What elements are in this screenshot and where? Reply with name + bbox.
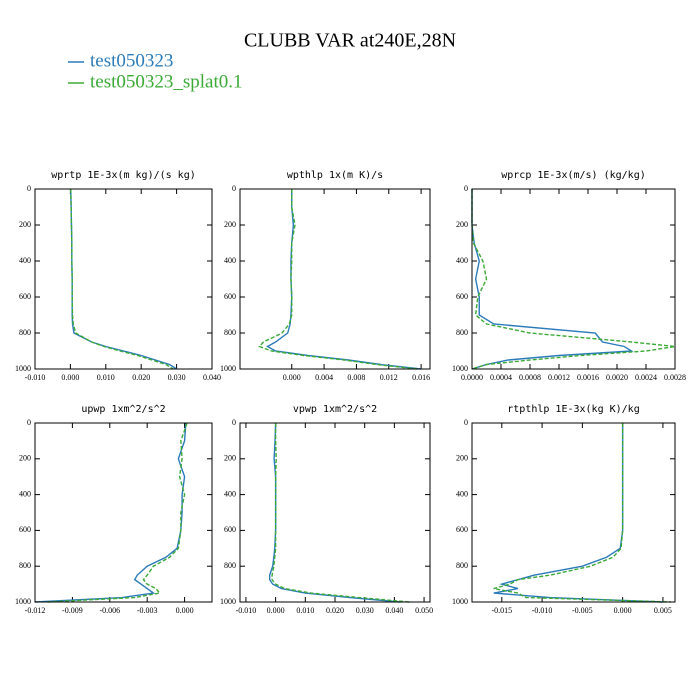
x-tick-label: -0.009 bbox=[62, 606, 83, 615]
y-tick-label: 0 bbox=[27, 418, 31, 427]
y-tick-label: 600 bbox=[456, 292, 468, 301]
y-tick-label: 200 bbox=[19, 454, 31, 463]
y-tick-label: 800 bbox=[19, 561, 31, 570]
panel-title: upwp 1xm^2/s^2 bbox=[81, 404, 165, 415]
profile-line bbox=[268, 422, 401, 603]
x-tick-label: -0.003 bbox=[137, 606, 158, 615]
figure-title: CLUBB VAR at240E,28N bbox=[244, 30, 456, 52]
x-tick-label: 0.000 bbox=[614, 606, 632, 615]
y-tick-label: 0 bbox=[232, 418, 236, 427]
y-tick-label: 0 bbox=[27, 184, 31, 193]
x-tick-label: -0.010 bbox=[236, 606, 257, 615]
x-tick-label: -0.006 bbox=[99, 606, 120, 615]
profile-line bbox=[34, 422, 187, 603]
x-tick-label: -0.010 bbox=[25, 373, 46, 382]
plot-frame bbox=[471, 422, 676, 603]
y-tick-label: 200 bbox=[456, 220, 468, 229]
panel-title: vpwp 1xm^2/s^2 bbox=[293, 404, 377, 415]
y-tick-label: 400 bbox=[19, 256, 31, 265]
profile-line bbox=[471, 189, 634, 370]
x-tick-label: 0.010 bbox=[97, 373, 115, 382]
legend-label: test050323 bbox=[90, 50, 173, 71]
x-tick-label: -0.005 bbox=[572, 606, 593, 615]
x-tick-label: -0.015 bbox=[491, 606, 512, 615]
x-tick-label: 0.0016 bbox=[577, 373, 599, 382]
y-tick-label: 600 bbox=[224, 292, 236, 301]
y-tick-label: 600 bbox=[456, 525, 468, 534]
profile-line bbox=[271, 423, 410, 603]
x-tick-label: 0.0028 bbox=[664, 373, 686, 382]
y-tick-label: 400 bbox=[19, 489, 31, 498]
y-tick-label: 800 bbox=[19, 328, 31, 337]
y-tick-label: 0 bbox=[232, 184, 236, 193]
profile-line bbox=[493, 423, 671, 603]
plot-frame bbox=[239, 188, 431, 370]
x-tick-label: 0.040 bbox=[385, 606, 403, 615]
x-tick-label: 0.016 bbox=[412, 373, 430, 382]
profile-line bbox=[47, 422, 188, 603]
plot-frame bbox=[239, 422, 431, 603]
y-tick-label: 1000 bbox=[15, 364, 31, 373]
plot-frame bbox=[471, 188, 676, 370]
y-tick-label: 600 bbox=[19, 525, 31, 534]
x-tick-label: -0.012 bbox=[25, 606, 46, 615]
y-tick-label: 800 bbox=[224, 328, 236, 337]
x-tick-label: 0.020 bbox=[326, 606, 344, 615]
y-tick-label: 400 bbox=[224, 489, 236, 498]
y-tick-label: 600 bbox=[224, 525, 236, 534]
x-tick-label: 0.040 bbox=[203, 373, 221, 382]
x-tick-label: 0.030 bbox=[356, 606, 374, 615]
x-tick-label: 0.000 bbox=[267, 606, 285, 615]
profile-line bbox=[70, 188, 177, 370]
y-tick-label: 1000 bbox=[452, 364, 468, 373]
x-tick-label: 0.050 bbox=[415, 606, 433, 615]
x-tick-label: 0.0008 bbox=[519, 373, 541, 382]
y-tick-label: 800 bbox=[224, 561, 236, 570]
x-tick-label: 0.0020 bbox=[606, 373, 628, 382]
y-tick-label: 800 bbox=[456, 561, 468, 570]
x-tick-label: -0.010 bbox=[532, 606, 553, 615]
panel-title: wpthlp 1x(m K)/s bbox=[287, 170, 383, 181]
y-tick-label: 400 bbox=[224, 256, 236, 265]
panel-title: rtpthlp 1E-3x(kg K)/kg bbox=[507, 404, 639, 415]
x-tick-label: 0.005 bbox=[654, 606, 672, 615]
y-tick-label: 0 bbox=[464, 418, 468, 427]
y-tick-label: 400 bbox=[456, 489, 468, 498]
panel-title: wprtp 1E-3x(m kg)/(s kg) bbox=[51, 170, 196, 181]
x-tick-label: 0.004 bbox=[315, 373, 333, 382]
y-tick-label: 200 bbox=[19, 220, 31, 229]
x-tick-label: 0.012 bbox=[380, 373, 398, 382]
legend-label: test050323_splat0.1 bbox=[90, 71, 243, 92]
x-tick-label: 0.0024 bbox=[635, 373, 657, 382]
plot-frame bbox=[34, 422, 213, 603]
y-tick-label: 0 bbox=[464, 184, 468, 193]
y-tick-label: 200 bbox=[224, 220, 236, 229]
profile-line bbox=[471, 189, 676, 370]
y-tick-label: 800 bbox=[456, 328, 468, 337]
y-tick-label: 1000 bbox=[220, 364, 236, 373]
x-tick-label: 0.0004 bbox=[490, 373, 512, 382]
y-tick-label: 1000 bbox=[15, 597, 31, 606]
x-tick-label: 0.030 bbox=[168, 373, 186, 382]
y-tick-label: 600 bbox=[19, 292, 31, 301]
plot-frame bbox=[34, 188, 213, 370]
profile-line bbox=[493, 423, 663, 603]
y-tick-label: 400 bbox=[456, 256, 468, 265]
y-tick-label: 1000 bbox=[220, 597, 236, 606]
x-tick-label: 0.000 bbox=[283, 373, 301, 382]
profile-line bbox=[70, 188, 174, 370]
x-tick-label: 0.008 bbox=[347, 373, 365, 382]
y-tick-label: 200 bbox=[224, 454, 236, 463]
panel-title: wprcp 1E-3x(m/s) (kg/kg) bbox=[501, 170, 646, 181]
x-tick-label: 0.0000 bbox=[461, 373, 483, 382]
y-tick-label: 200 bbox=[456, 454, 468, 463]
x-tick-label: 0.000 bbox=[61, 373, 79, 382]
y-tick-label: 1000 bbox=[452, 597, 468, 606]
x-tick-label: 0.020 bbox=[132, 373, 150, 382]
profile-line bbox=[258, 189, 418, 370]
x-tick-label: 0.000 bbox=[176, 606, 194, 615]
x-tick-label: 0.010 bbox=[296, 606, 314, 615]
x-tick-label: 0.0012 bbox=[548, 373, 570, 382]
